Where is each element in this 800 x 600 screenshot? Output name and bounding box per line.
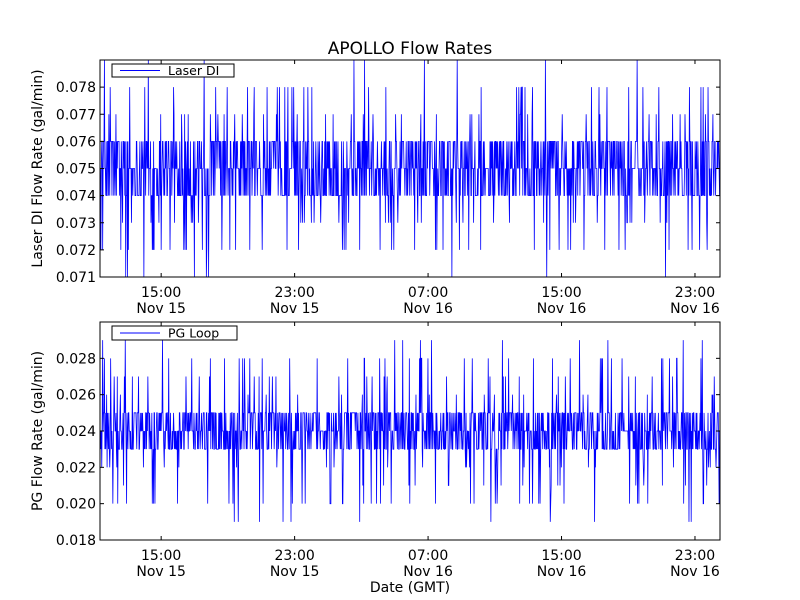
x-tick-label-time: 23:00 [675, 285, 715, 301]
x-tick-label-date: Nov 16 [403, 564, 453, 580]
y-tick-label: 0.018 [56, 533, 96, 549]
x-tick-label-date: Nov 16 [403, 301, 453, 317]
y-tick-label: 0.078 [56, 80, 96, 96]
x-tick-label-time: 23:00 [274, 285, 314, 301]
y-tick-label: 0.077 [56, 107, 96, 123]
y-tick-label: 0.020 [56, 497, 96, 513]
x-tick-label-time: 15:00 [141, 548, 181, 564]
x-tick-label-date: Nov 15 [136, 564, 186, 580]
x-axis-label: Date (GMT) [370, 580, 450, 596]
x-tick-label-date: Nov 16 [537, 301, 587, 317]
y-tick-label: 0.075 [56, 162, 96, 178]
y-tick-label: 0.076 [56, 134, 96, 150]
x-tick-label-time: 15:00 [141, 285, 181, 301]
x-tick-label-time: 15:00 [541, 285, 581, 301]
top-chart-laser-di: 0.071 0.072 0.073 0.074 0.075 0.076 0.077 0.078… [30, 59, 721, 317]
figure-title: APOLLO Flow Rates [328, 39, 493, 59]
x-tick-label-date: Nov 16 [670, 301, 720, 317]
y-tick-label: 0.022 [56, 460, 96, 476]
y-axis-label: PG Flow Rate (gal/min) [30, 351, 46, 511]
y-tick-label: 0.072 [56, 243, 96, 259]
y-tick-label: 0.071 [56, 270, 96, 286]
y-tick-label: 0.073 [56, 216, 96, 232]
x-tick-label-date: Nov 15 [270, 301, 320, 317]
series-line-pg-loop [100, 340, 720, 522]
legend-box [111, 63, 235, 78]
legend: PG Loop [111, 325, 238, 341]
y-axis-label: Laser DI Flow Rate (gal/min) [30, 69, 46, 267]
x-tick-label-time: 07:00 [408, 548, 448, 564]
y-tick-label: 0.028 [56, 351, 96, 367]
x-tick-label-date: Nov 16 [670, 564, 720, 580]
y-tick-label: 0.074 [56, 189, 96, 205]
x-tick-label-date: Nov 16 [537, 564, 587, 580]
y-tick-label: 0.024 [56, 424, 96, 440]
legend-box [111, 325, 238, 341]
x-tick-label-date: Nov 15 [136, 301, 186, 317]
legend-label: PG Loop [168, 326, 219, 341]
x-tick-label-date: Nov 15 [270, 564, 320, 580]
x-tick-label-time: 23:00 [675, 548, 715, 564]
x-tick-label-time: 15:00 [541, 548, 581, 564]
y-tick-label: 0.026 [56, 388, 96, 404]
x-tick-label-time: 07:00 [408, 285, 448, 301]
x-tick-label-time: 23:00 [274, 548, 314, 564]
legend: Laser DI [111, 63, 235, 78]
series-line-laser-di [100, 60, 720, 277]
legend-label: Laser DI [168, 63, 219, 78]
